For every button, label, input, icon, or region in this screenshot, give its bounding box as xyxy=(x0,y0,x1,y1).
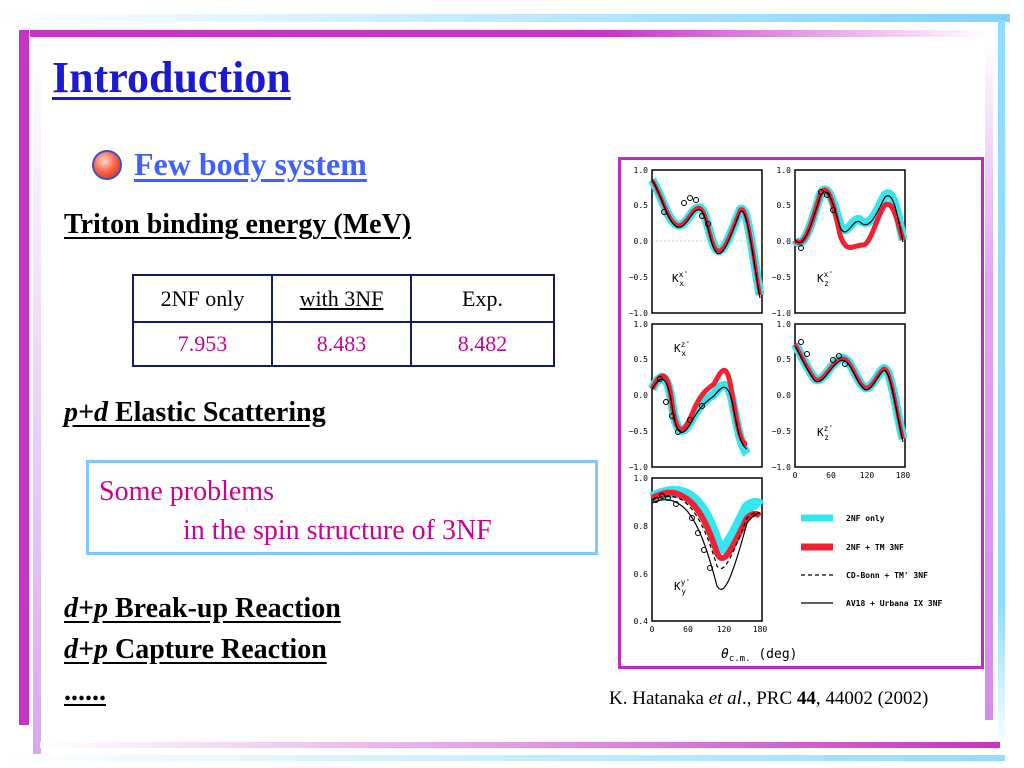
y-tick-label: −0.5 xyxy=(772,427,791,436)
y-tick-label: 1.0 xyxy=(634,474,649,483)
y-tick-label: 0.0 xyxy=(634,237,649,246)
table-cell: 8.482 xyxy=(410,321,555,367)
citation-volume: 44 xyxy=(796,688,816,709)
x-tick-label: 60 xyxy=(826,471,836,480)
spin-transfer-figure: Kx' x 1.0 0.5 0.0 −0.5 −1.0 Kx' z 1.0 0.5 … xyxy=(629,166,943,664)
bottom-cyan-bar xyxy=(0,755,1005,761)
citation: K. Hatanaka et al., PRC 44, 44002 (2002) xyxy=(609,688,928,710)
y-tick-label: −1.0 xyxy=(629,309,648,318)
y-tick-label: −1.0 xyxy=(772,463,791,472)
problems-line2: in the spin structure of 3NF xyxy=(183,515,492,546)
y-tick-label: 1.0 xyxy=(634,166,649,175)
y-tick-label: −0.5 xyxy=(629,273,648,282)
problems-box: Some problems in the spin structure of 3… xyxy=(86,460,598,555)
right-cyan-bar xyxy=(998,20,1005,750)
x-axis-label: θc.m. (deg) xyxy=(721,647,797,664)
right-magenta-bar xyxy=(985,40,993,720)
few-body-label: Few body system xyxy=(134,146,367,182)
citation-author: K. Hatanaka xyxy=(609,688,709,709)
legend-item: 2NF only xyxy=(846,514,885,523)
y-tick-label: −1.0 xyxy=(629,463,648,472)
y-tick-label: 1.0 xyxy=(777,320,792,329)
y-tick-label: 0.5 xyxy=(777,201,792,210)
x-tick-label: 180 xyxy=(896,471,911,480)
figure-legend: 2NF only 2NF + TM 3NF CD-Bonn + TM' 3NF … xyxy=(801,514,943,608)
top-magenta-bar xyxy=(30,30,990,37)
x-tick-label: 60 xyxy=(683,625,693,634)
breakup-rest: Break-up Reaction xyxy=(107,593,341,624)
x-tick-label: 0 xyxy=(650,625,655,634)
bottom-magenta-bar xyxy=(40,742,1000,748)
table-header-cell: with 3NF xyxy=(271,274,412,323)
panel-label-kzz: Kz' z xyxy=(817,424,833,442)
capture-italic: d+p xyxy=(64,634,108,665)
red-circle-bullet-icon xyxy=(92,149,122,180)
panel-kyy: Ky' y 1.0 0.8 0.6 0.4 0 60 120 180 xyxy=(634,474,768,634)
y-tick-label: 1.0 xyxy=(777,166,792,175)
ellipsis-text: ...... xyxy=(64,676,106,707)
y-tick-label: 0.8 xyxy=(634,522,649,531)
x-tick-label: 120 xyxy=(717,625,732,634)
panel-label-kxx: Kx' x xyxy=(672,270,688,288)
citation-etal: et al xyxy=(708,688,742,709)
panel-kxz: Kz' x 1.0 0.5 0.0 −0.5 −1.0 xyxy=(629,320,763,472)
y-tick-label: 0.0 xyxy=(634,391,649,400)
legend-item: AV18 + Urbana IX 3NF xyxy=(846,599,943,608)
panel-label-kxz: Kz' x xyxy=(674,340,690,358)
panel-kzx: Kx' z 1.0 0.5 0.0 −0.5 −1.0 xyxy=(772,166,908,318)
panel-kzz: Kz' z 1.0 0.5 0.0 −0.5 −1.0 0 60 120 180 xyxy=(772,320,911,480)
pd-italic: p+d xyxy=(64,397,108,428)
page-title: Introduction xyxy=(52,53,291,102)
legend-item: CD-Bonn + TM' 3NF xyxy=(846,571,928,580)
y-tick-label: −1.0 xyxy=(772,309,791,318)
x-tick-label: 120 xyxy=(860,471,875,480)
capture-rest: Capture Reaction xyxy=(107,634,327,665)
table-header-row: 2NF only with 3NF Exp. xyxy=(132,274,555,323)
y-tick-label: 0.5 xyxy=(777,355,792,364)
y-tick-label: 0.0 xyxy=(777,391,792,400)
pd-elastic-heading: p+d Elastic Scattering xyxy=(64,397,326,429)
x-tick-label: 0 xyxy=(793,471,798,480)
y-tick-label: 0.6 xyxy=(634,570,649,579)
y-tick-label: 0.5 xyxy=(634,355,649,364)
panel-kxx: Kx' x 1.0 0.5 0.0 −0.5 −1.0 xyxy=(629,166,765,318)
dp-breakup-heading: d+p Break-up Reaction xyxy=(64,593,341,625)
table-row: 7.953 8.483 8.482 xyxy=(132,321,555,367)
y-tick-label: 1.0 xyxy=(634,320,649,329)
citation-journal: ., PRC xyxy=(741,688,797,709)
dp-capture-heading: d+p Capture Reaction xyxy=(64,634,327,666)
y-tick-label: −0.5 xyxy=(629,427,648,436)
figure-frame: Kx' x 1.0 0.5 0.0 −0.5 −1.0 Kx' z 1.0 0.5 … xyxy=(618,157,984,669)
breakup-italic: d+p xyxy=(64,593,108,624)
y-tick-label: −0.5 xyxy=(772,273,791,282)
legend-item: 2NF + TM 3NF xyxy=(846,543,904,552)
citation-rest: , 44002 (2002) xyxy=(815,688,929,709)
table-cell: 7.953 xyxy=(132,321,273,367)
top-gradient-bar xyxy=(0,14,1010,22)
left-gradient-bar xyxy=(33,42,41,754)
panel-label-kzx: Kx' z xyxy=(817,270,833,288)
few-body-heading: Few body system xyxy=(92,146,367,183)
problems-line1: Some problems xyxy=(99,476,274,507)
triton-binding-table: 2NF only with 3NF Exp. 7.953 8.483 8.482 xyxy=(132,274,555,367)
table-header-cell: Exp. xyxy=(410,274,555,323)
y-tick-label: 0.5 xyxy=(634,201,649,210)
pd-rest: Elastic Scattering xyxy=(107,397,326,428)
y-tick-label: 0.4 xyxy=(634,617,649,626)
table-cell: 8.483 xyxy=(271,321,412,367)
triton-heading: Triton binding energy (MeV) xyxy=(64,209,412,240)
table-header-cell: 2NF only xyxy=(132,274,273,323)
y-tick-label: 0.0 xyxy=(777,237,792,246)
panel-label-kyy: Ky' y xyxy=(674,578,690,596)
left-magenta-bar xyxy=(19,30,29,725)
x-tick-label: 180 xyxy=(753,625,768,634)
